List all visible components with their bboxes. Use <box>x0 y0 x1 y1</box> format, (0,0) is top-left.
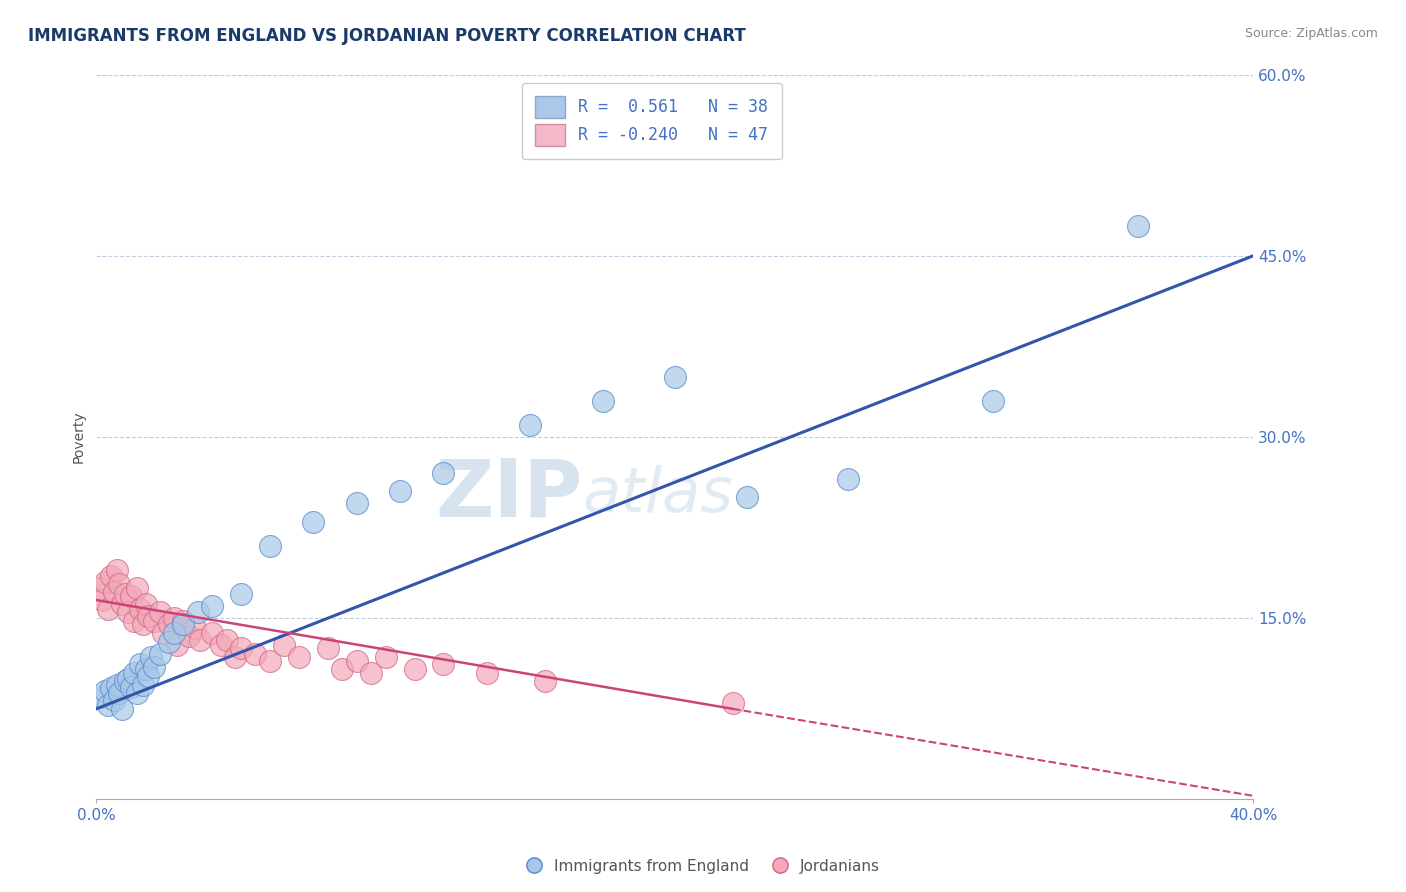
Point <box>215 632 238 647</box>
Point <box>89 581 111 595</box>
Point <box>432 657 454 672</box>
Point <box>330 662 353 676</box>
Point <box>229 641 252 656</box>
Point <box>346 496 368 510</box>
Point <box>114 674 136 689</box>
Point <box>1126 219 1149 233</box>
Point <box>163 611 186 625</box>
Point <box>224 649 246 664</box>
Text: Source: ZipAtlas.com: Source: ZipAtlas.com <box>1244 27 1378 40</box>
Point <box>111 702 134 716</box>
Point <box>360 665 382 680</box>
Point <box>131 678 153 692</box>
Point <box>141 649 163 664</box>
Point <box>302 515 325 529</box>
Point <box>91 690 114 704</box>
Point <box>128 657 150 672</box>
Point <box>122 614 145 628</box>
Point <box>229 587 252 601</box>
Point <box>117 605 139 619</box>
Point <box>187 605 209 619</box>
Point <box>91 593 114 607</box>
Legend: Immigrants from England, Jordanians: Immigrants from England, Jordanians <box>520 853 886 880</box>
Text: atlas: atlas <box>582 465 734 525</box>
Point <box>108 577 131 591</box>
Point <box>157 635 180 649</box>
Text: IMMIGRANTS FROM ENGLAND VS JORDANIAN POVERTY CORRELATION CHART: IMMIGRANTS FROM ENGLAND VS JORDANIAN POV… <box>28 27 745 45</box>
Point <box>103 584 125 599</box>
Point <box>138 608 160 623</box>
Point <box>316 641 339 656</box>
Point <box>533 674 555 689</box>
Point <box>134 597 156 611</box>
Point <box>166 638 188 652</box>
Point <box>201 625 224 640</box>
Point <box>172 614 194 628</box>
Point <box>177 629 200 643</box>
Legend: R =  0.561   N = 38, R = -0.240   N = 47: R = 0.561 N = 38, R = -0.240 N = 47 <box>522 83 782 159</box>
Point <box>664 369 686 384</box>
Text: ZIP: ZIP <box>434 456 582 534</box>
Point <box>288 649 311 664</box>
Point <box>259 539 281 553</box>
Point <box>721 696 744 710</box>
Point <box>172 617 194 632</box>
Point <box>122 665 145 680</box>
Point <box>245 648 267 662</box>
Point <box>190 632 212 647</box>
Point <box>105 678 128 692</box>
Point <box>125 581 148 595</box>
Point <box>519 417 541 432</box>
Point <box>143 614 166 628</box>
Point <box>374 649 396 664</box>
Point <box>138 669 160 683</box>
Point <box>163 625 186 640</box>
Point <box>183 621 205 635</box>
Y-axis label: Poverty: Poverty <box>72 410 86 463</box>
Point <box>97 601 120 615</box>
Point <box>114 587 136 601</box>
Point <box>117 672 139 686</box>
Point <box>128 601 150 615</box>
Point <box>259 653 281 667</box>
Point <box>432 467 454 481</box>
Point <box>149 605 172 619</box>
Point <box>346 653 368 667</box>
Point <box>152 625 174 640</box>
Point <box>105 563 128 577</box>
Point <box>120 680 142 694</box>
Point <box>134 662 156 676</box>
Point <box>404 662 426 676</box>
Point <box>209 638 232 652</box>
Point <box>592 393 614 408</box>
Point <box>97 698 120 713</box>
Point <box>475 665 498 680</box>
Point <box>981 393 1004 408</box>
Point <box>120 590 142 604</box>
Point <box>389 484 412 499</box>
Point <box>837 472 859 486</box>
Point <box>201 599 224 614</box>
Point <box>94 574 117 589</box>
Point <box>100 569 122 583</box>
Point <box>273 638 295 652</box>
Point <box>111 597 134 611</box>
Point <box>125 686 148 700</box>
Point <box>131 617 153 632</box>
Point <box>143 659 166 673</box>
Point <box>94 683 117 698</box>
Point <box>157 617 180 632</box>
Point <box>735 491 758 505</box>
Point <box>103 693 125 707</box>
Point <box>149 648 172 662</box>
Point <box>100 681 122 696</box>
Point <box>108 686 131 700</box>
